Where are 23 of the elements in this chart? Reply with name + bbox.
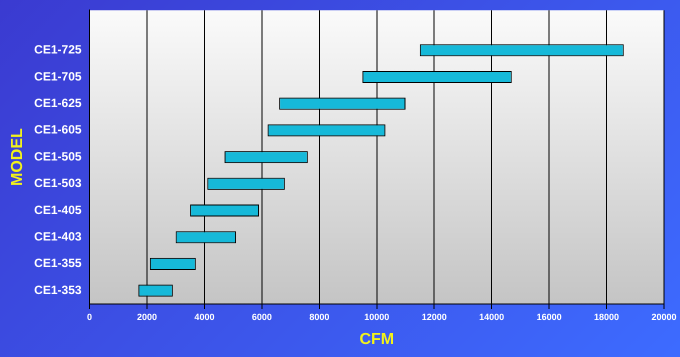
- x-tick-label: 10000: [364, 312, 390, 322]
- y-tick-label: CE1-355: [34, 256, 82, 270]
- y-tick-label: CE1-605: [34, 122, 82, 137]
- x-tick-label: 18000: [594, 312, 620, 322]
- x-tick-label: 12000: [422, 312, 447, 322]
- y-tick-label: CE1-705: [34, 69, 82, 84]
- x-tick-label: 6000: [252, 312, 272, 322]
- y-tick-label: CE1-403: [34, 230, 82, 244]
- x-tick-label: 14000: [479, 312, 504, 322]
- y-tick-label: CE1-405: [34, 202, 82, 217]
- x-axis-title: CFM: [359, 330, 394, 348]
- x-tick-label: 16000: [536, 312, 562, 322]
- x-tick-label: 2000: [136, 312, 158, 322]
- x-tick-label: 4000: [194, 312, 214, 322]
- x-tick-label: 0: [87, 312, 92, 322]
- y-tick-label: CE1-505: [34, 149, 82, 164]
- x-tick-label: 8000: [309, 312, 330, 322]
- y-tick-label: CE1-625: [34, 96, 82, 110]
- y-axis-title: MODEL: [9, 128, 26, 186]
- y-tick-label: CE1-725: [34, 42, 82, 57]
- y-tick-label: CE1-503: [34, 176, 82, 190]
- y-tick-label: CE1-353: [34, 282, 82, 297]
- x-tick-label: 20000: [651, 312, 677, 322]
